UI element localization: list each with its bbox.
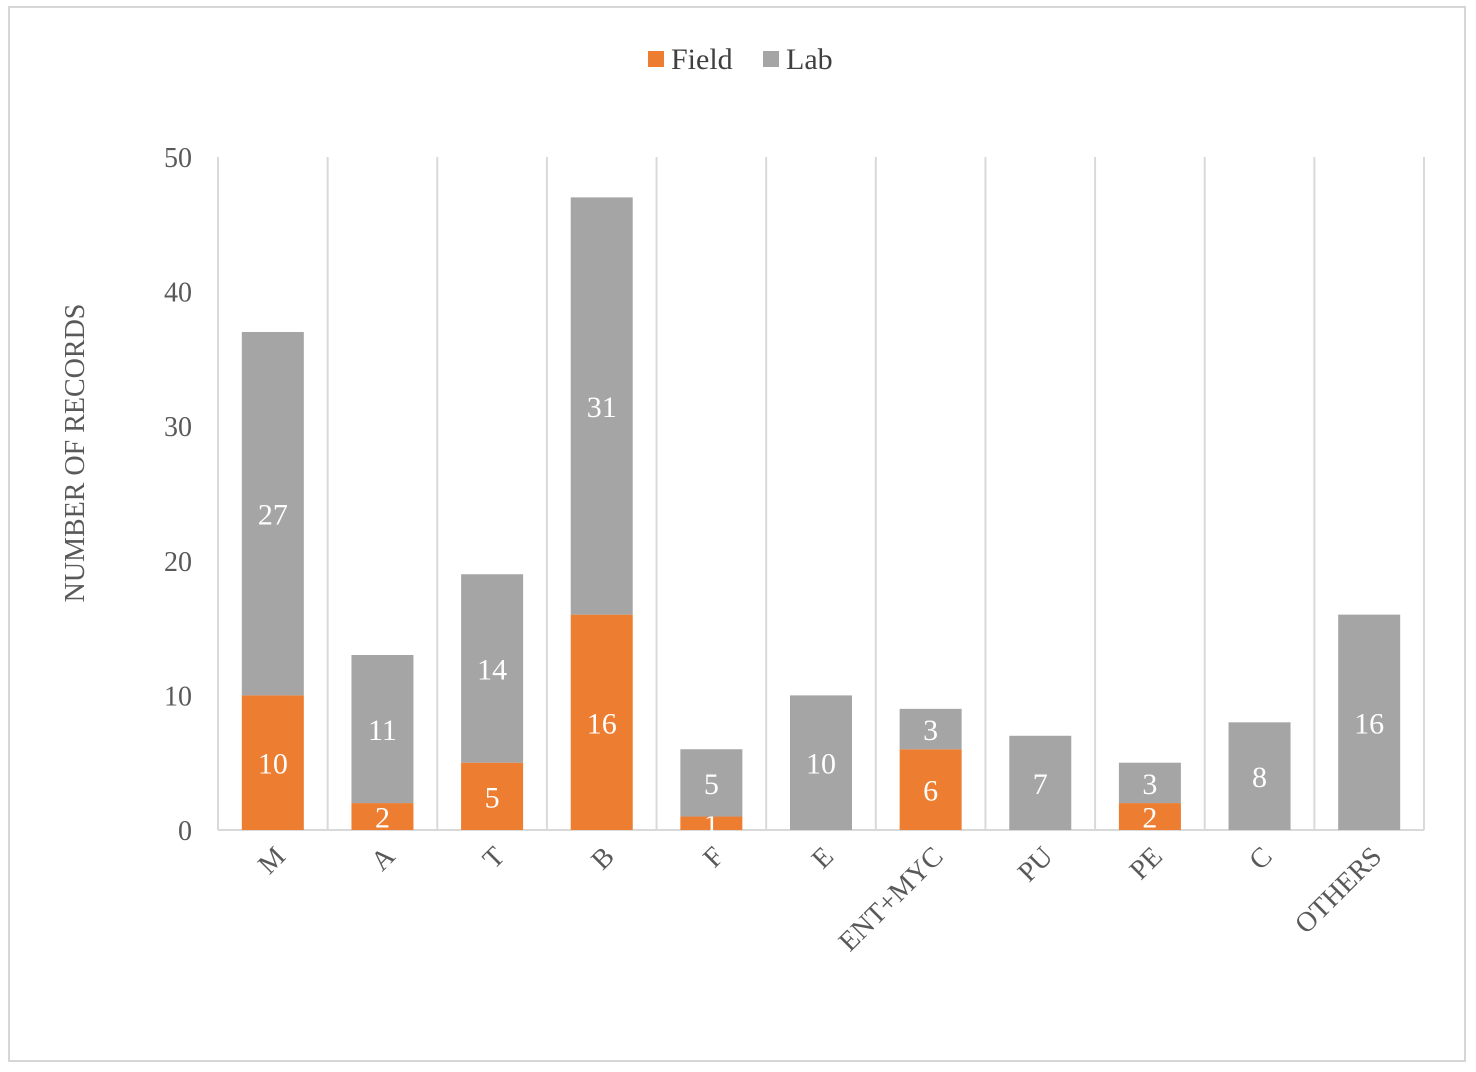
x-tick-label: M: [252, 841, 292, 881]
bar-field-pe: [1118, 803, 1181, 830]
bar-lab-a: [351, 655, 414, 804]
data-label: 10: [258, 748, 288, 781]
y-tick-label: 10: [164, 681, 192, 712]
legend-label-lab: Lab: [786, 43, 833, 76]
y-tick-label: 0: [178, 816, 192, 847]
y-axis-ticks: 0 10 20 30 40 50: [164, 143, 192, 847]
y-tick-label: 50: [164, 143, 192, 174]
data-label: 27: [258, 499, 288, 532]
data-label: 11: [368, 714, 397, 747]
x-tick-label: C: [1243, 841, 1278, 876]
bar-lab-t: [461, 574, 524, 763]
data-label: 7: [1033, 768, 1048, 801]
bar-lab-f: [680, 749, 743, 817]
data-label: 8: [1252, 761, 1267, 794]
bar-lab-c: [1228, 722, 1291, 830]
x-tick-label: OTHERS: [1289, 841, 1388, 940]
data-label: 5: [704, 768, 719, 801]
data-label: 2: [375, 802, 390, 835]
y-tick-label: 30: [164, 412, 192, 443]
bar-lab-b: [570, 197, 633, 615]
x-tick-label: T: [477, 841, 511, 875]
legend-swatch-lab: [763, 51, 779, 67]
y-tick-label: 20: [164, 547, 192, 578]
y-axis-title: NUMBER OF RECORDS: [60, 304, 91, 603]
bar-field-f: [680, 816, 743, 830]
legend: Field Lab: [648, 43, 833, 76]
bar-lab-e: [790, 695, 852, 830]
bar-lab-pu: [1009, 735, 1072, 830]
bar-lab-m: [241, 331, 304, 696]
x-tick-label: E: [806, 841, 840, 875]
bar-lab-pe: [1118, 762, 1181, 804]
legend-swatch-field: [648, 51, 664, 67]
bar-lab-others: [1338, 614, 1401, 830]
bar-field-ent-myc: [899, 749, 962, 830]
data-label: 14: [477, 653, 507, 686]
x-tick-label: PU: [1012, 841, 1059, 888]
data-label: 16: [1354, 707, 1384, 740]
y-tick-label: 40: [164, 278, 192, 309]
x-tick-label: ENT+MYC: [833, 841, 950, 958]
bar-field-a: [351, 803, 414, 830]
legend-label-field: Field: [671, 43, 733, 76]
data-label: 2: [1142, 802, 1157, 835]
data-label: 3: [1142, 768, 1157, 801]
data-label: 16: [587, 707, 617, 740]
data-label: 3: [923, 714, 938, 747]
x-tick-label: F: [697, 841, 730, 874]
category-gridlines: [217, 157, 1425, 831]
x-tick-label: PE: [1124, 841, 1169, 886]
bar-field-t: [461, 762, 524, 830]
data-label: 10: [806, 748, 836, 781]
x-tick-label: A: [365, 840, 402, 877]
bar-field-m: [241, 695, 304, 830]
x-tick-label: B: [586, 841, 621, 876]
bar-lab-ent-myc: [899, 708, 962, 750]
data-label: 6: [923, 775, 938, 808]
bar-field-b: [570, 614, 633, 830]
data-label: 5: [485, 781, 500, 814]
data-label: 31: [587, 391, 617, 424]
